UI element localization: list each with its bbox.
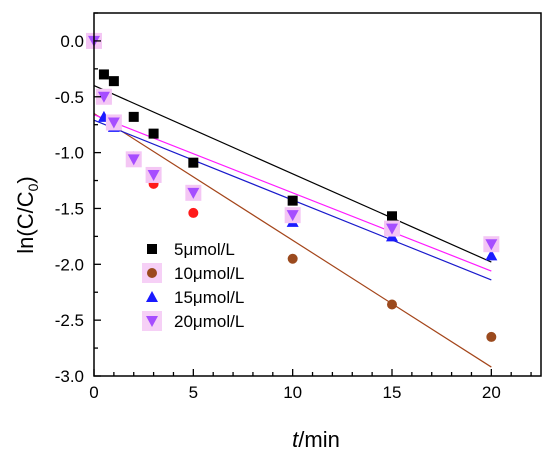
y-tick-label: -1.5 xyxy=(55,199,84,218)
data-point xyxy=(287,195,298,206)
x-tick-label: 15 xyxy=(383,383,402,402)
legend: 5μmol/L 10μmol/L 15μmol/L 20μmol/L xyxy=(142,240,244,331)
y-tick-label: -0.5 xyxy=(55,88,84,107)
x-axis-title: t/min xyxy=(292,427,340,452)
data-point xyxy=(188,207,199,218)
y-axis-title: ln(C/C0) xyxy=(13,176,41,253)
data-point xyxy=(486,331,497,342)
legend-marker xyxy=(147,244,157,254)
data-point xyxy=(485,249,498,261)
y-tick-label: -3.0 xyxy=(55,367,84,386)
y-tick-label: -2.5 xyxy=(55,311,84,330)
x-tick-label: 20 xyxy=(482,383,501,402)
x-tick-label: 0 xyxy=(89,383,98,402)
data-point xyxy=(387,211,397,222)
data-points xyxy=(86,32,500,342)
data-point xyxy=(286,210,299,222)
data-point xyxy=(98,69,109,80)
data-point xyxy=(97,91,110,103)
legend-label: 15μmol/L xyxy=(174,288,244,307)
legend-label: 10μmol/L xyxy=(174,264,244,283)
data-point xyxy=(107,117,120,129)
plot-frame xyxy=(93,12,542,377)
legend-label: 5μmol/L xyxy=(174,240,235,259)
data-point xyxy=(387,299,397,310)
data-point xyxy=(485,239,498,251)
data-point xyxy=(147,169,160,181)
fit-line xyxy=(93,85,492,263)
data-point xyxy=(287,253,298,264)
y-tick-label: -1.0 xyxy=(55,144,84,163)
data-point xyxy=(386,223,398,235)
legend-marker xyxy=(146,291,158,302)
y-tick-label: -2.0 xyxy=(55,255,84,274)
data-point xyxy=(127,154,140,166)
fit-line xyxy=(93,113,492,368)
x-tick-label: 5 xyxy=(189,383,198,402)
data-point xyxy=(187,187,200,199)
x-tick-label: 10 xyxy=(283,383,302,402)
legend-marker xyxy=(147,268,157,278)
data-point xyxy=(128,111,139,122)
data-point xyxy=(108,76,119,87)
y-tick-label: 0.0 xyxy=(60,32,84,51)
legend-label: 20μmol/L xyxy=(174,312,244,331)
legend-marker xyxy=(146,316,158,327)
data-point xyxy=(148,128,159,139)
axes: 0 5 10 15 20 0.0 -0.5 -1.0 -1.5 -2.0 -2.5 -3.0 xyxy=(55,12,542,402)
data-point xyxy=(188,157,199,168)
fit-line xyxy=(93,114,492,272)
